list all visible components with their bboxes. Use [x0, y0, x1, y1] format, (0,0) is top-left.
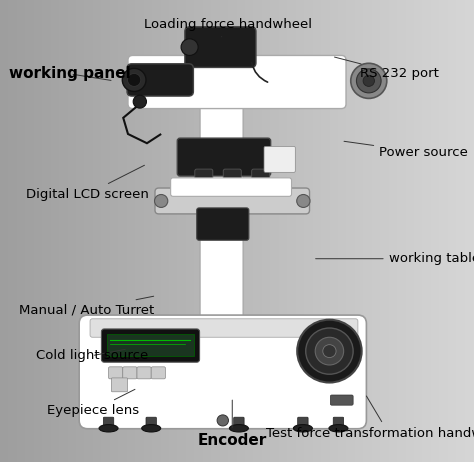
Text: Digital LCD screen: Digital LCD screen [26, 165, 149, 201]
FancyBboxPatch shape [79, 315, 366, 429]
Circle shape [315, 337, 344, 365]
Circle shape [128, 73, 141, 86]
FancyBboxPatch shape [90, 319, 358, 337]
Circle shape [133, 95, 146, 108]
FancyBboxPatch shape [252, 169, 270, 189]
Circle shape [351, 63, 387, 98]
FancyBboxPatch shape [103, 417, 114, 426]
FancyBboxPatch shape [128, 55, 346, 109]
Text: RS 232 port: RS 232 port [335, 57, 439, 80]
Text: Eyepiece lens: Eyepiece lens [47, 389, 139, 417]
FancyBboxPatch shape [151, 367, 165, 379]
Circle shape [306, 328, 353, 374]
Text: Loading force handwheel: Loading force handwheel [144, 18, 311, 37]
Circle shape [297, 320, 362, 383]
Text: Encoder: Encoder [198, 400, 267, 448]
Ellipse shape [99, 425, 118, 432]
Circle shape [323, 345, 336, 358]
FancyBboxPatch shape [333, 417, 344, 426]
Text: Power source: Power source [344, 141, 468, 159]
Text: Cold light source: Cold light source [36, 349, 148, 362]
FancyBboxPatch shape [127, 64, 193, 96]
FancyBboxPatch shape [264, 146, 295, 172]
FancyArrowPatch shape [252, 63, 268, 82]
Circle shape [181, 39, 198, 55]
FancyBboxPatch shape [197, 208, 249, 240]
FancyBboxPatch shape [155, 188, 310, 214]
FancyBboxPatch shape [200, 61, 243, 355]
FancyBboxPatch shape [171, 178, 292, 196]
Ellipse shape [293, 425, 312, 432]
Circle shape [297, 195, 310, 207]
FancyBboxPatch shape [137, 367, 151, 379]
FancyBboxPatch shape [234, 417, 244, 426]
FancyBboxPatch shape [146, 417, 156, 426]
Ellipse shape [142, 425, 161, 432]
FancyBboxPatch shape [330, 395, 353, 405]
Text: working panel: working panel [9, 67, 131, 81]
Circle shape [155, 195, 168, 207]
Ellipse shape [229, 425, 248, 432]
FancyBboxPatch shape [111, 378, 128, 392]
FancyBboxPatch shape [195, 169, 213, 189]
FancyBboxPatch shape [101, 329, 200, 362]
FancyBboxPatch shape [123, 367, 137, 379]
FancyBboxPatch shape [185, 27, 256, 67]
Circle shape [217, 415, 228, 426]
Ellipse shape [329, 425, 348, 432]
FancyBboxPatch shape [177, 138, 271, 176]
Circle shape [122, 68, 146, 91]
Circle shape [363, 75, 374, 86]
Circle shape [356, 69, 381, 93]
Text: Manual / Auto Turret: Manual / Auto Turret [19, 296, 154, 316]
Text: Test force transformation handwheel: Test force transformation handwheel [266, 396, 474, 440]
FancyBboxPatch shape [109, 367, 123, 379]
Text: working table: working table [316, 252, 474, 265]
FancyBboxPatch shape [223, 169, 241, 189]
FancyBboxPatch shape [107, 334, 194, 356]
FancyBboxPatch shape [298, 417, 308, 426]
